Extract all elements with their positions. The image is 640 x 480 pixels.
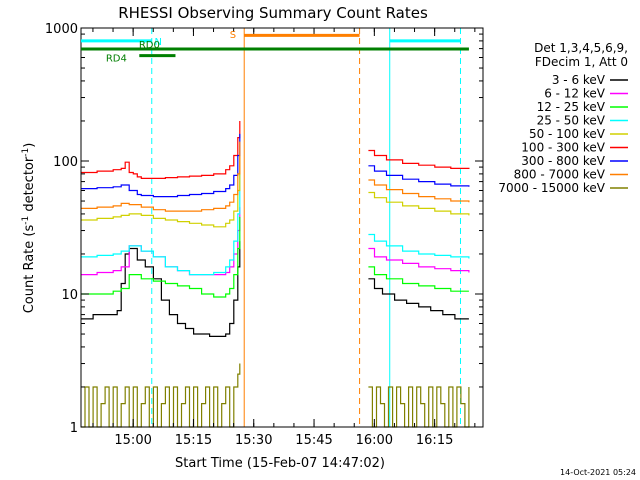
y-axis-label-part2: detector [22,156,37,216]
series-5-segment-1 [368,149,470,169]
series-2-segment-1 [368,266,469,292]
series-8-segment-0 [81,363,241,428]
legend-header-line2: FDecim 1, Att 0 [535,55,628,69]
series-6-segment-1 [368,165,470,187]
series-7-segment-0 [81,141,241,212]
x-tick-label-5: 16:15 [416,433,453,448]
y-tick-label-3: 1000 [45,22,78,37]
series-2-segment-0 [81,216,241,298]
flag-label-rd0: RD0 [139,40,160,51]
x-tick-label-1: 15:15 [175,433,212,448]
footer-timestamp: 14-Oct-2021 05:24 [560,468,636,477]
x-axis-label: Start Time (15-Feb-07 14:47:02) [175,456,385,471]
y-axis-label: Count Rate (s-1 detector-1) [21,143,37,314]
legend: Det 1,3,4,5,6,9, FDecim 1, Att 0 3 - 6 k… [498,41,628,195]
flag-label-s: S [230,30,236,41]
y-tick-label-1: 10 [61,288,78,303]
series-6-segment-0 [81,133,241,198]
legend-label-7: 800 - 7000 keV [514,168,606,182]
x-tick-label-3: 15:45 [295,433,332,448]
flag-label-n: N [154,37,161,48]
legend-label-6: 300 - 800 keV [521,154,605,168]
legend-label-3: 25 - 50 keV [537,114,606,128]
series-5-segment-0 [81,121,241,179]
y-axis-label-sup2: -1 [21,148,31,157]
y-axis-label-sup1: -1 [21,216,31,225]
x-tick-label-0: 15:00 [114,433,151,448]
legend-label-5: 100 - 300 keV [521,141,605,155]
x-tick-label-4: 16:00 [356,433,393,448]
series-0-segment-1 [368,278,469,320]
series-4-segment-1 [368,191,470,216]
series-3-segment-1 [368,233,470,259]
legend-label-2: 12 - 25 keV [537,100,606,114]
plot-frame [80,27,484,428]
series-1-segment-1 [368,247,470,273]
flag-label-rd4: RD4 [106,54,127,65]
legend-label-4: 50 - 100 keV [529,127,606,141]
series-3-segment-0 [81,173,241,276]
y-axis-label-part3: ) [22,143,37,148]
legend-label-1: 6 - 12 keV [544,87,606,101]
legend-label-8: 7000 - 15000 keV [498,181,605,195]
y-axis-label-part1: Count Rate (s [22,225,37,314]
series-4-segment-0 [81,155,241,228]
legend-label-0: 3 - 6 keV [552,73,606,87]
x-tick-label-2: 15:30 [235,433,272,448]
legend-header-line1: Det 1,3,4,5,6,9, [534,41,628,55]
chart-title: RHESSI Observing Summary Count Rates [118,4,428,22]
series-7-segment-1 [368,179,470,203]
y-tick-label-0: 1 [70,421,78,436]
y-tick-label-2: 100 [53,155,78,170]
